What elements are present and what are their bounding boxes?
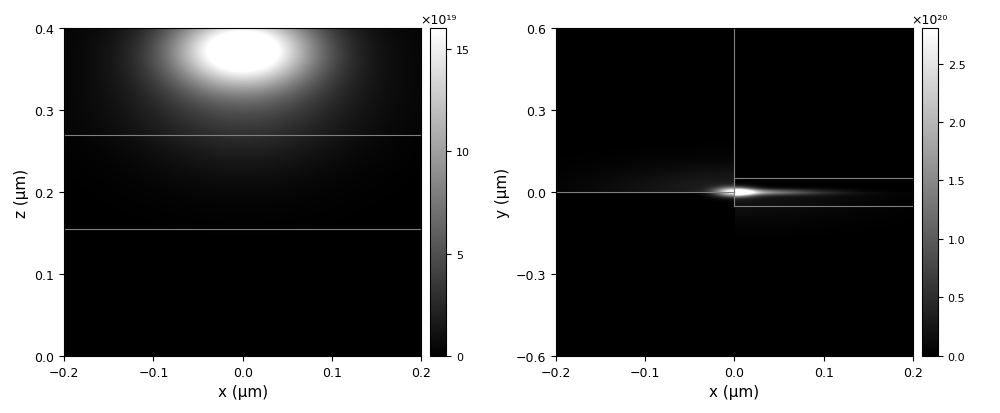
Title: ×10¹⁹: ×10¹⁹ <box>420 14 456 27</box>
X-axis label: x (μm): x (μm) <box>709 384 759 399</box>
Title: ×10²⁰: ×10²⁰ <box>912 14 948 27</box>
Y-axis label: y (μm): y (μm) <box>495 168 510 218</box>
Y-axis label: z (μm): z (μm) <box>14 168 29 217</box>
X-axis label: x (μm): x (μm) <box>218 384 268 399</box>
